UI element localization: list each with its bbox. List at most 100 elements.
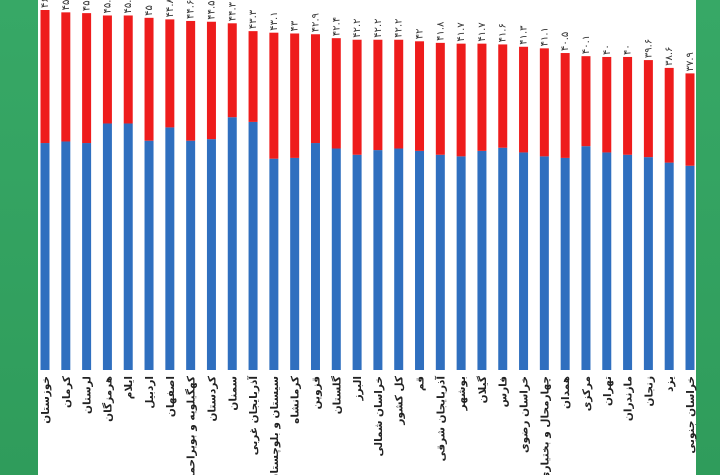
value-label-20: ۴۱.۸: [435, 21, 446, 41]
bar-segment-blue-28: [602, 152, 612, 370]
value-label-32: ۳۷.۹: [685, 52, 696, 71]
bar-segment-red-25: [539, 48, 549, 157]
value-label-27: ۴۰.۱: [581, 35, 592, 54]
bar-segment-blue-6: [144, 140, 154, 370]
bar-segment-blue-24: [519, 152, 529, 370]
category-label-1: خوزستان: [40, 376, 52, 424]
category-label-19: قم: [415, 376, 427, 391]
bar-segment-red-18: [394, 39, 404, 149]
bar-segment-red-24: [519, 46, 529, 153]
bar-segment-blue-12: [269, 158, 279, 370]
category-label-9: کردستان: [206, 375, 218, 421]
bar-segment-red-4: [102, 15, 112, 124]
bar-segment-red-1: [40, 10, 50, 144]
bar-segment-red-30: [643, 60, 653, 158]
category-label-6: اردبیل: [144, 376, 156, 409]
bar-segment-red-31: [664, 67, 674, 163]
bar-segment-blue-29: [623, 154, 633, 370]
bar-segment-red-13: [290, 33, 300, 158]
bar-segment-blue-25: [539, 156, 549, 370]
value-label-24: ۴۱.۳: [519, 25, 530, 45]
value-label-29: ۴۰: [623, 44, 634, 55]
value-label-1: ۴۶: [40, 0, 51, 8]
bar-segment-blue-15: [331, 148, 341, 370]
bar-segment-blue-5: [123, 123, 133, 370]
category-label-24: خراسان رضوی: [519, 376, 531, 453]
bar-segment-red-21: [456, 43, 466, 157]
category-label-29: مازندران: [623, 376, 635, 421]
bar-segment-blue-17: [373, 150, 383, 370]
bar-segment-red-12: [269, 32, 279, 159]
category-label-11: آذربایجان غربی: [247, 376, 260, 456]
category-label-32: خراسان جنوبی: [685, 376, 697, 454]
value-label-21: ۴۱.۷: [456, 22, 467, 42]
bar-segment-blue-9: [206, 139, 216, 370]
bar-segment-red-29: [623, 56, 633, 155]
category-label-7: اصفهان: [165, 376, 177, 417]
bar-segment-blue-1: [40, 143, 50, 370]
bar-segment-blue-22: [477, 150, 487, 370]
value-label-5: ۴۵.۳: [123, 0, 134, 13]
bar-segment-red-23: [498, 44, 508, 148]
value-label-11: ۴۳.۳: [248, 9, 259, 29]
bar-segment-red-2: [61, 12, 71, 142]
bar-segment-blue-16: [352, 154, 362, 370]
value-label-13: ۴۳: [290, 20, 301, 31]
value-label-10: ۴۴.۳: [227, 1, 238, 21]
bar-segment-red-11: [248, 31, 258, 122]
bar-segment-red-6: [144, 17, 154, 141]
bar-segment-red-27: [581, 56, 591, 147]
value-label-31: ۳۸.۶: [664, 47, 675, 66]
bar-segment-blue-10: [227, 117, 237, 370]
value-label-6: ۴۵: [144, 5, 155, 16]
value-label-28: ۴۰: [602, 44, 613, 55]
value-label-4: ۴۵.۳: [102, 0, 113, 13]
bar-segment-blue-11: [248, 121, 258, 370]
category-label-31: یزد: [664, 376, 676, 392]
bar-segment-red-17: [373, 39, 383, 151]
category-label-26: همدان: [560, 376, 572, 409]
category-label-21: بوشهر: [456, 376, 468, 411]
value-label-18: ۴۲.۲: [394, 18, 405, 37]
bar-segment-red-14: [310, 34, 320, 144]
bar-segment-blue-7: [165, 127, 175, 370]
category-label-28: تهران: [602, 376, 614, 406]
bar-segment-blue-14: [310, 143, 320, 370]
bar-segment-red-3: [82, 13, 92, 144]
value-label-8: ۴۴.۶: [186, 0, 197, 19]
category-label-10: سمنان: [227, 376, 239, 411]
bar-segment-blue-23: [498, 147, 508, 370]
category-label-13: کرمانشاه: [290, 375, 302, 424]
category-label-12: سیستان و بلوچستان: [269, 376, 281, 475]
value-label-30: ۳۹.۶: [643, 39, 654, 58]
bar-segment-blue-13: [290, 157, 300, 370]
category-label-3: لرستان: [82, 376, 94, 414]
bar-segment-red-5: [123, 15, 133, 124]
category-label-27: مرکزی: [581, 376, 593, 411]
value-label-2: ۴۵.۷: [61, 0, 72, 10]
value-label-23: ۴۱.۶: [498, 23, 509, 42]
bar-segment-red-7: [165, 19, 175, 128]
bar-segment-blue-8: [186, 140, 196, 370]
bar-segment-red-16: [352, 39, 362, 155]
bar-segment-red-15: [331, 38, 341, 149]
bar-segment-red-9: [206, 21, 216, 140]
bar-segment-red-32: [685, 73, 695, 166]
category-label-22: گیلان: [476, 375, 489, 403]
category-label-14: قزوین: [310, 376, 322, 409]
value-label-12: ۴۳.۱: [269, 11, 280, 30]
category-label-25: چهارمحال و بختیاری: [539, 376, 551, 475]
bar-segment-blue-27: [581, 146, 591, 370]
bar-segment-blue-21: [456, 156, 466, 370]
value-label-9: ۴۴.۵: [206, 0, 217, 19]
category-label-16: البرز: [352, 376, 364, 401]
category-label-8: کهگیلویه و بویراحمد: [185, 375, 198, 475]
bar-segment-red-10: [227, 23, 237, 118]
bar-segment-blue-30: [643, 157, 653, 370]
category-label-17: خراسان شمالی: [373, 376, 385, 456]
value-label-19: ۴۲: [415, 29, 426, 40]
value-label-3: ۴۵.۶: [82, 0, 93, 11]
bar-segment-red-28: [602, 56, 612, 153]
category-label-23: فارس: [498, 376, 510, 407]
